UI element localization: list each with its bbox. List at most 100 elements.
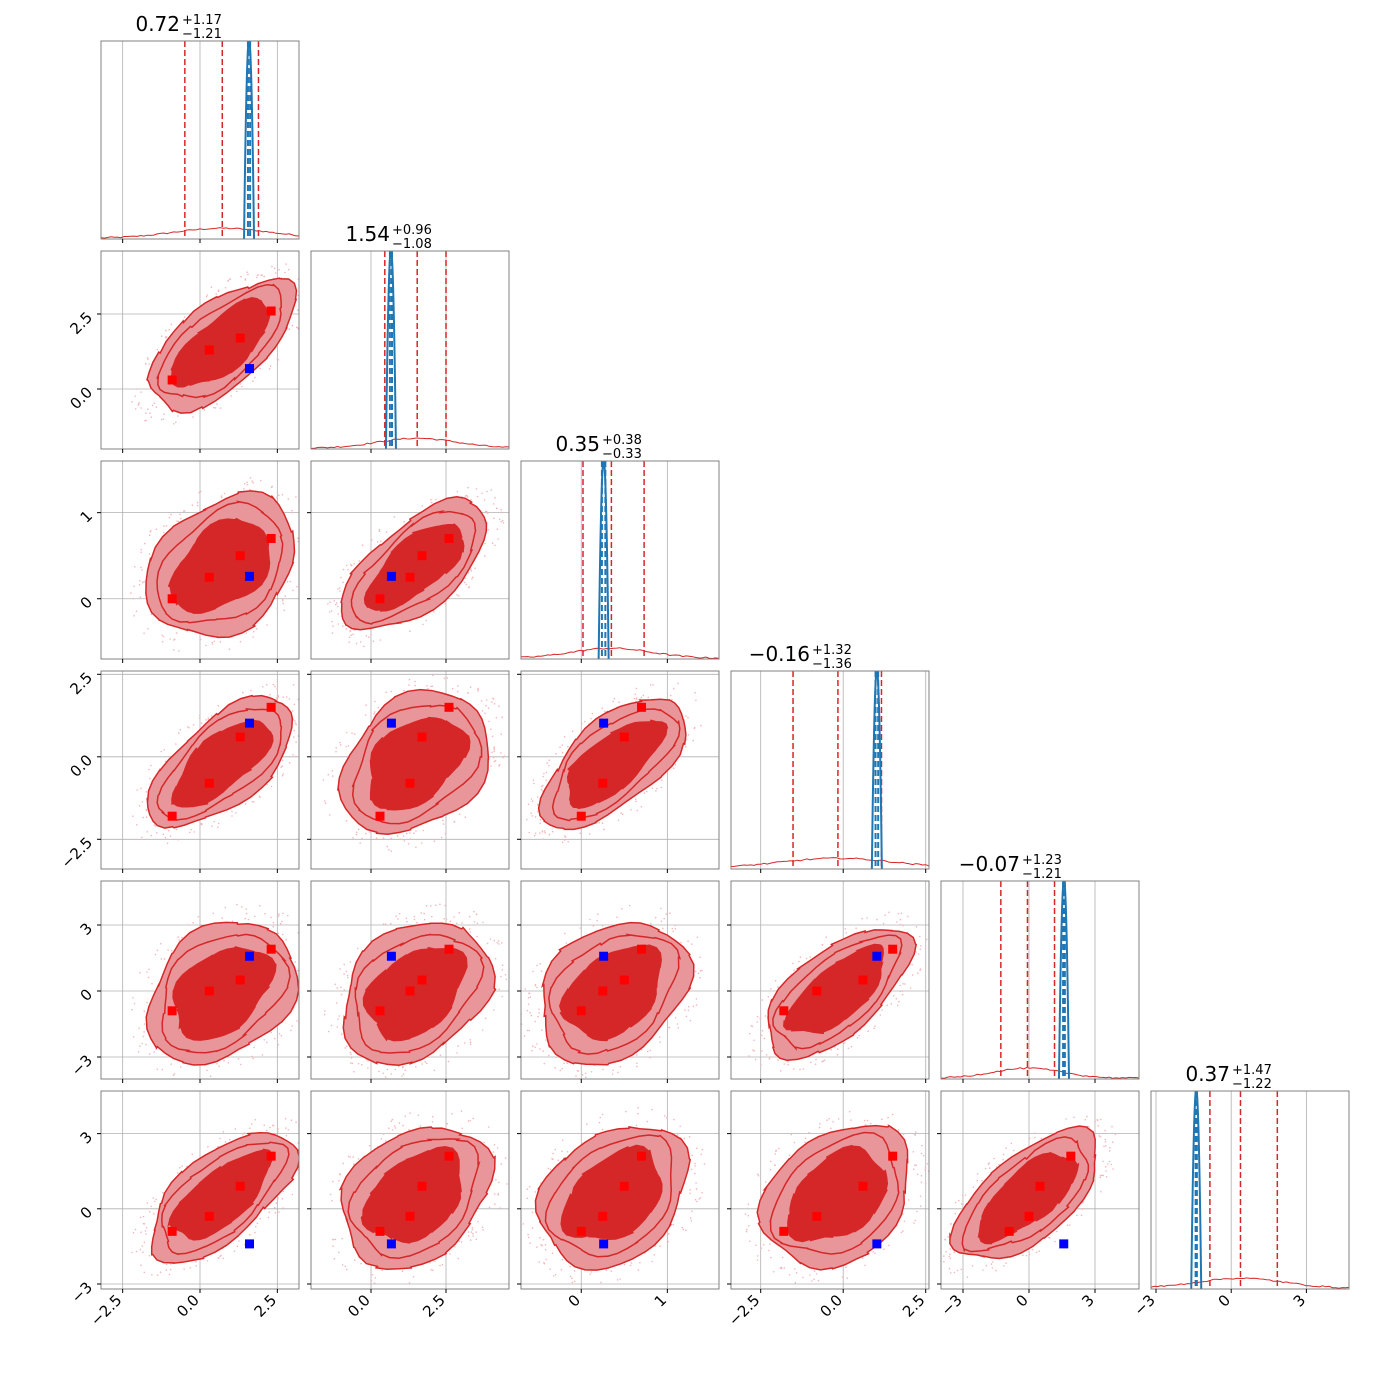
sample-point	[345, 970, 348, 973]
mode-marker	[167, 594, 177, 604]
sample-point	[161, 634, 163, 637]
sample-point	[943, 1260, 945, 1263]
sample-point	[896, 1004, 899, 1007]
sample-point	[150, 613, 153, 616]
contour-inner	[172, 946, 277, 1041]
sample-point	[358, 560, 361, 562]
sample-point	[219, 1137, 221, 1140]
sample-point	[149, 1210, 151, 1213]
y-tick-label: 0	[77, 985, 96, 1004]
sample-point	[217, 704, 220, 707]
sample-point	[154, 1200, 156, 1203]
sample-point	[132, 997, 134, 999]
sample-point	[214, 407, 217, 409]
sample-point	[409, 1112, 411, 1114]
sample-point	[461, 1127, 464, 1130]
sample-point	[463, 1042, 466, 1044]
sample-point	[266, 624, 268, 626]
sample-point	[258, 795, 261, 798]
sample-point	[874, 1252, 876, 1255]
sample-point	[422, 829, 425, 832]
contour-inner	[363, 523, 465, 612]
sample-point	[474, 567, 476, 570]
contour-middle	[161, 1141, 290, 1256]
sample-point	[469, 1039, 472, 1041]
sample-point	[282, 773, 285, 775]
sample-point	[439, 1264, 441, 1267]
sample-point	[919, 1205, 922, 1207]
hist-panel-3: −0.16 +1.32−1.36	[730, 642, 930, 873]
panel-title-plus: +1.32	[812, 643, 852, 658]
sample-point	[341, 1264, 344, 1266]
panel-frame	[730, 1090, 930, 1290]
sample-point	[306, 571, 308, 573]
sample-point	[660, 786, 663, 789]
sample-point	[760, 1063, 762, 1066]
sample-point	[603, 828, 605, 831]
sample-point	[491, 701, 493, 703]
sample-point	[619, 1065, 622, 1068]
sample-point	[794, 1281, 797, 1284]
sample-point	[689, 1019, 692, 1022]
sample-point	[548, 759, 551, 761]
sample-point	[636, 809, 639, 812]
sample-point	[161, 641, 164, 643]
sample-point	[177, 838, 180, 841]
sample-point	[139, 580, 141, 582]
sample-point	[265, 683, 268, 686]
sample-point	[165, 525, 168, 527]
sample-point	[464, 495, 467, 497]
sample-point	[1112, 1168, 1114, 1170]
panel-title-minus: −1.36	[812, 657, 852, 672]
sample-point	[1102, 1160, 1104, 1163]
sample-point	[1099, 1118, 1102, 1121]
contour-panel-2-0: 01	[77, 460, 308, 663]
sample-point	[531, 815, 533, 817]
sample-point	[949, 1257, 952, 1260]
sample-point	[134, 395, 136, 398]
sample-point	[924, 1182, 927, 1184]
sample-point	[821, 943, 824, 946]
sample-point	[263, 275, 266, 278]
sample-point	[192, 921, 194, 924]
sample-point	[504, 1157, 507, 1159]
sample-point	[431, 1115, 434, 1118]
panel-title-plus: +1.47	[1232, 1063, 1272, 1078]
contour-inner	[360, 1146, 462, 1244]
sample-point	[696, 936, 699, 939]
sample-point	[200, 823, 203, 826]
sample-point	[273, 267, 276, 270]
sample-point	[601, 1128, 604, 1131]
sample-point	[872, 1251, 874, 1253]
sample-point	[774, 980, 777, 982]
x-tick-label: 0.0	[173, 1291, 203, 1321]
sample-point	[179, 1166, 181, 1169]
sample-point	[244, 483, 246, 485]
sample-point	[243, 488, 245, 490]
sample-point	[303, 710, 305, 712]
sample-point	[476, 922, 479, 925]
sample-point	[258, 905, 261, 907]
sample-point	[598, 1121, 601, 1124]
sample-point	[899, 990, 902, 993]
sample-point	[592, 925, 595, 927]
sample-point	[481, 1029, 484, 1031]
sample-point	[378, 528, 381, 531]
mode-marker	[266, 1151, 276, 1161]
sample-point	[845, 932, 847, 934]
sample-point	[601, 707, 603, 709]
sample-point	[349, 1062, 352, 1064]
sample-point	[639, 1261, 641, 1264]
sample-point	[532, 970, 534, 973]
sample-point	[534, 1020, 536, 1023]
contour-panel-2-1	[307, 460, 510, 663]
sample-point	[191, 1153, 193, 1156]
sample-point	[275, 697, 278, 699]
sample-point	[601, 822, 604, 824]
sample-point	[590, 1271, 593, 1273]
sample-point	[483, 499, 486, 501]
sample-point	[156, 949, 159, 952]
mode-marker	[444, 944, 454, 954]
sample-point	[768, 1058, 771, 1060]
